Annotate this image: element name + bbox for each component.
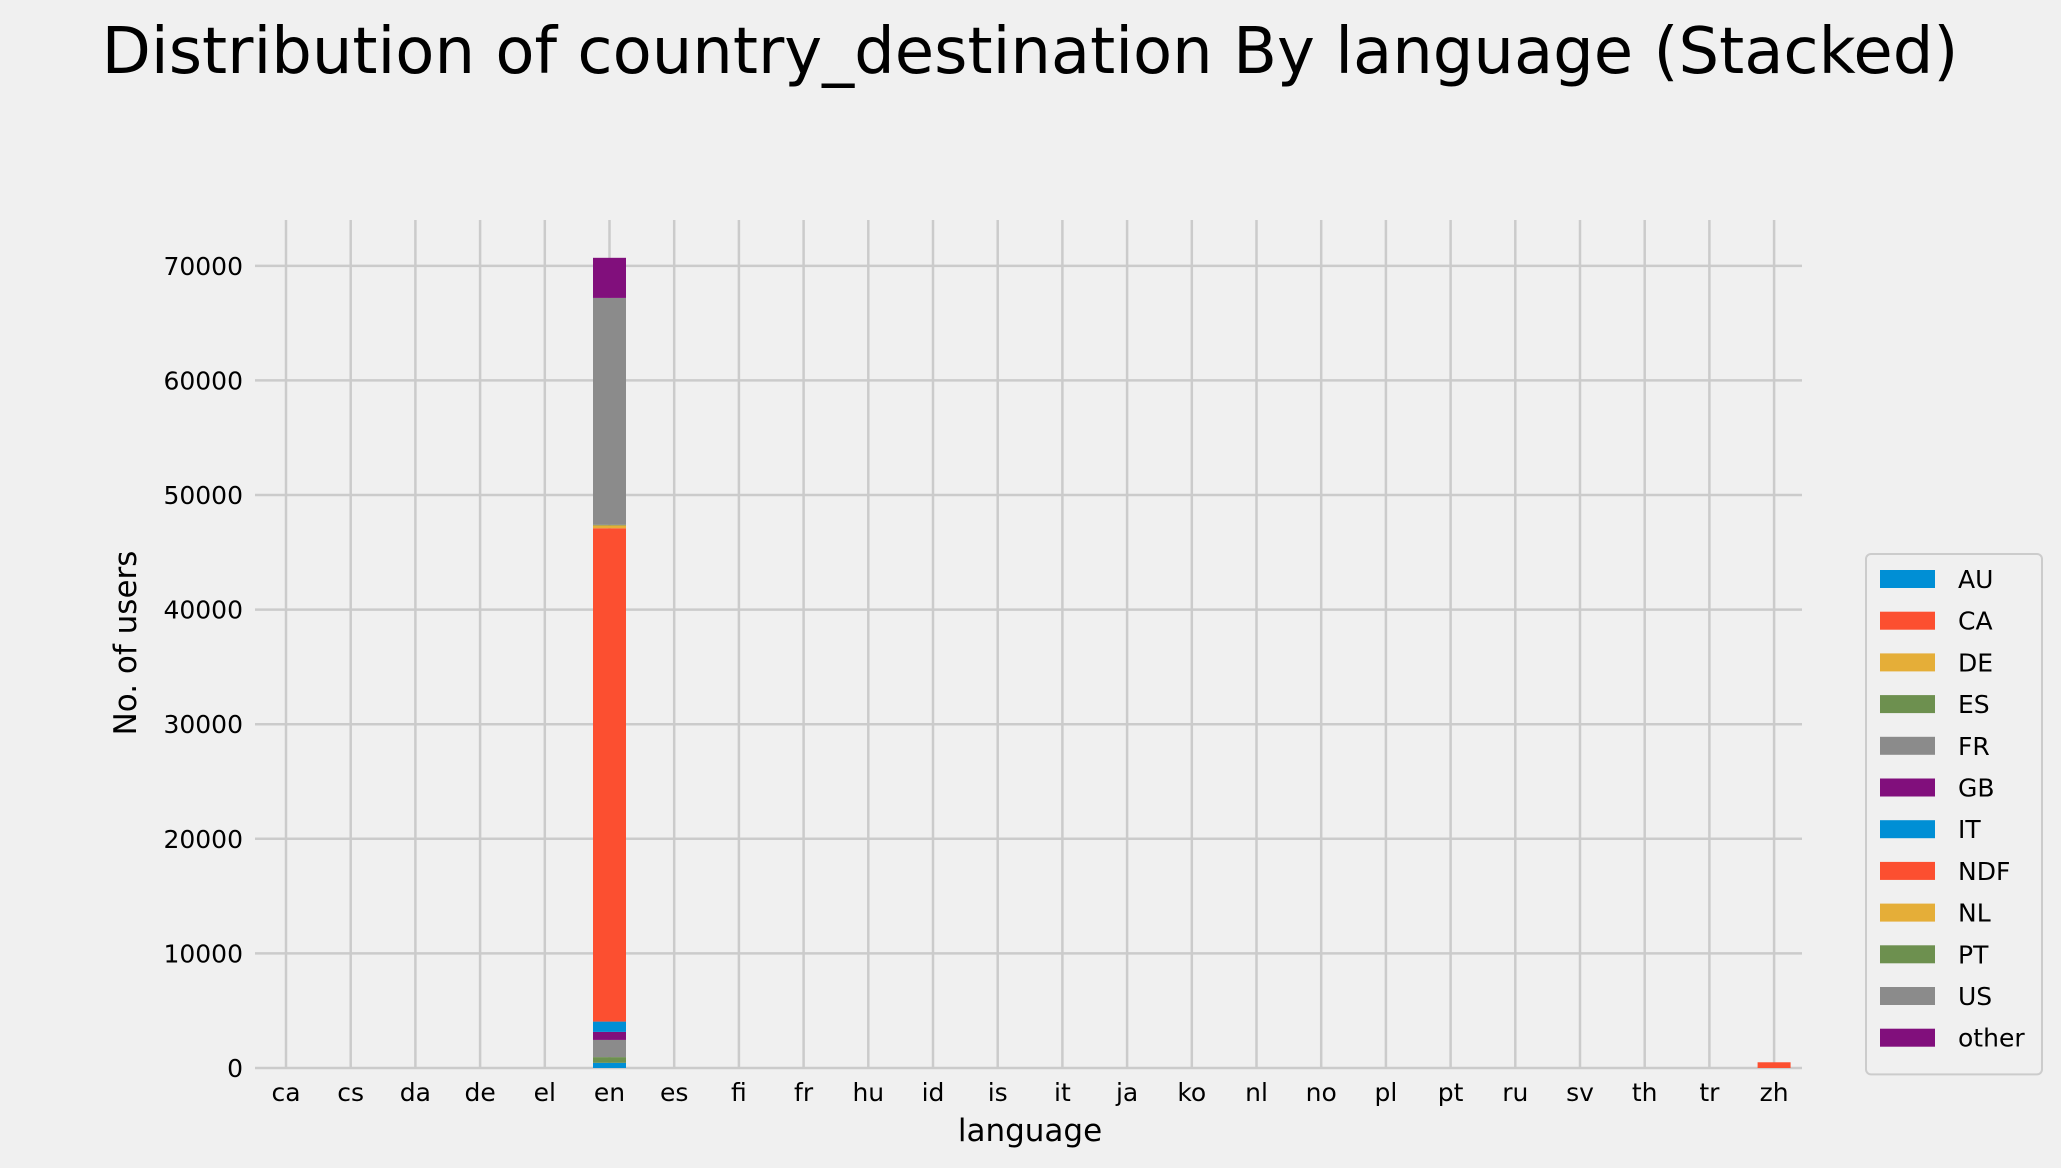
x-tick-label: es xyxy=(660,1078,688,1107)
legend-swatch xyxy=(1880,736,1935,755)
x-tick-label: no xyxy=(1306,1078,1337,1107)
y-tick-label: 20000 xyxy=(163,825,243,854)
x-tick-label: sv xyxy=(1566,1078,1594,1107)
legend-label: PT xyxy=(1958,940,1989,969)
bar-segment-ndf xyxy=(1757,1062,1791,1068)
x-tick-label: id xyxy=(922,1078,945,1107)
y-axis-label: No. of users xyxy=(108,551,144,736)
legend-label: ES xyxy=(1958,690,1990,719)
legend-label: US xyxy=(1958,982,1992,1011)
x-tick-label: en xyxy=(594,1078,625,1107)
x-tick-label: pl xyxy=(1374,1078,1397,1107)
x-axis-label: language xyxy=(958,1113,1102,1149)
x-tick-label: ko xyxy=(1177,1078,1206,1107)
x-tick-label: hu xyxy=(852,1078,884,1107)
chart-title: Distribution of country_destination By l… xyxy=(102,15,1959,89)
bar-segment-es xyxy=(593,1057,626,1063)
legend-swatch xyxy=(1880,903,1935,922)
x-tick-labels: ca cs da de el en es fi fr hu id is it ja ko nl no pl pt ru… xyxy=(271,1078,1788,1107)
x-tick-label: cs xyxy=(337,1078,364,1107)
x-tick-label: ja xyxy=(1115,1078,1138,1107)
legend-label: NDF xyxy=(1958,857,2010,886)
bar-segment-gb xyxy=(593,1031,626,1040)
x-tick-label: fi xyxy=(731,1078,747,1107)
legend-label: GB xyxy=(1958,774,1995,803)
bar-segment-nl xyxy=(593,525,626,529)
legend-swatch xyxy=(1880,1028,1935,1047)
grid xyxy=(255,220,1802,1070)
bar-segment-us xyxy=(593,297,626,525)
x-tick-label: zh xyxy=(1760,1078,1789,1107)
x-tick-label: de xyxy=(464,1078,495,1107)
y-tick-label: 30000 xyxy=(163,710,243,739)
bar-segment-pt xyxy=(593,524,626,526)
legend-swatch xyxy=(1880,611,1935,630)
legend-label: AU xyxy=(1958,565,1993,594)
y-tick-label: 10000 xyxy=(163,939,243,968)
legend: AU CA DE ES FR GB IT NDF NL PT US other xyxy=(1865,553,2043,1076)
legend-label: other xyxy=(1958,1024,2025,1053)
bar-segment-ndf xyxy=(593,528,626,1022)
legend-swatch xyxy=(1880,987,1935,1005)
y-tick-labels: 0 10000 20000 30000 40000 50000 60000 70000 xyxy=(163,252,243,1083)
x-tick-label: th xyxy=(1632,1078,1658,1107)
legend-swatch xyxy=(1880,653,1935,672)
legend-swatch xyxy=(1880,778,1935,797)
bar-segment-au xyxy=(593,1062,626,1068)
legend-label: FR xyxy=(1958,732,1990,761)
legend-swatch xyxy=(1880,570,1935,588)
x-tick-label: tr xyxy=(1699,1078,1720,1107)
bar-segment-other xyxy=(593,257,626,298)
legend-swatch xyxy=(1880,695,1935,714)
y-tick-label: 70000 xyxy=(163,252,243,281)
y-tick-label: 60000 xyxy=(163,366,243,395)
y-tick-label: 0 xyxy=(227,1054,243,1083)
legend-swatch xyxy=(1880,820,1935,839)
x-tick-label: ca xyxy=(271,1078,300,1107)
legend-label: CA xyxy=(1958,607,1993,636)
x-tick-label: nl xyxy=(1245,1078,1268,1107)
legend-frame xyxy=(1865,553,2043,1076)
legend-label: IT xyxy=(1958,815,1981,844)
bars xyxy=(593,257,1791,1068)
bar-segment-fr xyxy=(593,1039,626,1058)
y-tick-label: 50000 xyxy=(163,481,243,510)
y-tick-label: 40000 xyxy=(163,596,243,625)
bar-segment-it xyxy=(593,1021,626,1032)
x-tick-label: it xyxy=(1054,1078,1071,1107)
legend-swatch xyxy=(1880,945,1935,964)
x-tick-label: is xyxy=(988,1078,1008,1107)
x-tick-label: ru xyxy=(1502,1078,1528,1107)
x-tick-label: pt xyxy=(1438,1078,1464,1107)
legend-swatch xyxy=(1880,861,1935,880)
legend-label: NL xyxy=(1958,899,1991,928)
x-tick-label: fr xyxy=(794,1078,814,1107)
legend-label: DE xyxy=(1958,648,1993,677)
x-tick-label: el xyxy=(534,1078,556,1107)
x-tick-label: da xyxy=(400,1078,431,1107)
